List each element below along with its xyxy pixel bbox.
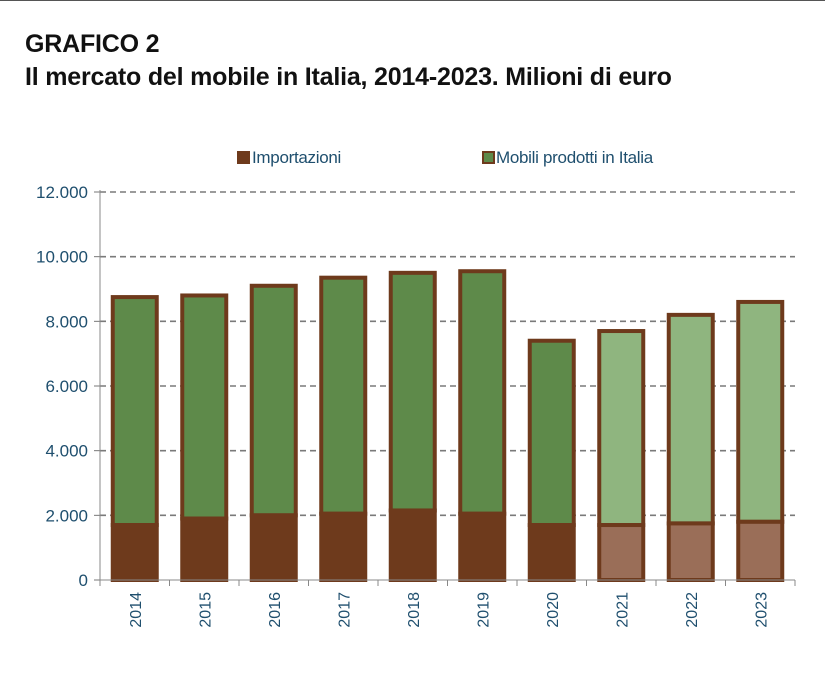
bar-segment-mobili-prodotti-in-italia-2015: [180, 293, 229, 521]
legend-swatch-mobili-prodotti-in-italia: [482, 151, 495, 164]
x-tick-label-2014: 2014: [128, 592, 145, 628]
bar-segment-importazioni-2015: [180, 516, 229, 582]
x-tick-label-2019: 2019: [475, 592, 492, 628]
bar-segment-importazioni-2019: [458, 511, 507, 583]
y-tick-label: 10.000: [36, 248, 88, 267]
bar-segment-mobili-prodotti-in-italia-2017: [319, 275, 368, 516]
bars: [110, 269, 785, 583]
x-tick-label-2020: 2020: [545, 592, 562, 628]
bar-segment-mobili-prodotti-in-italia-2019: [458, 269, 507, 516]
legend-swatch-importazioni: [237, 151, 250, 164]
legend-label-importazioni: Importazioni: [252, 148, 341, 167]
bar-segment-mobili-prodotti-in-italia-2022: [666, 312, 715, 526]
bar-segment-importazioni-2017: [319, 511, 368, 583]
y-tick-label: 8.000: [45, 312, 88, 331]
x-tick-label-2021: 2021: [614, 592, 631, 628]
bar-segment-importazioni-2021: [597, 523, 646, 582]
legend-label-mobili-prodotti-in-italia: Mobili prodotti in Italia: [496, 148, 654, 167]
x-tick-label-2017: 2017: [336, 592, 353, 628]
bar-segment-importazioni-2016: [249, 513, 298, 582]
bar-segment-mobili-prodotti-in-italia-2020: [527, 338, 576, 528]
x-tick-label-2018: 2018: [406, 592, 423, 628]
bar-segment-importazioni-2022: [666, 521, 715, 583]
bar-segment-importazioni-2023: [736, 519, 785, 582]
bar-segment-mobili-prodotti-in-italia-2023: [736, 299, 785, 524]
bar-segment-mobili-prodotti-in-italia-2021: [597, 329, 646, 528]
bar-segment-mobili-prodotti-in-italia-2016: [249, 283, 298, 518]
chart-heading: GRAFICO 2 Il mercato del mobile in Itali…: [25, 28, 672, 94]
legend: Importazioni Mobili prodotti in Italia: [237, 148, 654, 167]
top-rule: [0, 0, 825, 1]
chart-title: Il mercato del mobile in Italia, 2014-20…: [25, 63, 672, 91]
x-tick-label-2016: 2016: [267, 592, 284, 628]
bar-segment-mobili-prodotti-in-italia-2018: [388, 270, 437, 513]
bar-segment-importazioni-2020: [527, 523, 576, 582]
chart-label: GRAFICO 2: [25, 30, 160, 58]
y-tick-labels: 0 2.000 4.000 6.000 8.000 10.000 12.000: [36, 183, 88, 590]
axes: [94, 190, 796, 586]
x-tick-label-2015: 2015: [197, 592, 214, 628]
bar-segment-importazioni-2018: [388, 508, 437, 583]
bar-segment-mobili-prodotti-in-italia-2014: [110, 295, 159, 528]
x-tick-label-2022: 2022: [684, 592, 701, 628]
y-tick-label: 6.000: [45, 377, 88, 396]
x-tick-labels: 2014 2015 2016 2017 2018 2019 2020 2021 2022 2023: [128, 592, 771, 628]
bar-segment-importazioni-2014: [110, 523, 159, 582]
y-tick-label: 0: [79, 571, 88, 590]
x-tick-label-2023: 2023: [753, 592, 770, 628]
y-tick-label: 12.000: [36, 183, 88, 202]
y-tick-label: 4.000: [45, 442, 88, 461]
y-tick-label: 2.000: [45, 506, 88, 525]
